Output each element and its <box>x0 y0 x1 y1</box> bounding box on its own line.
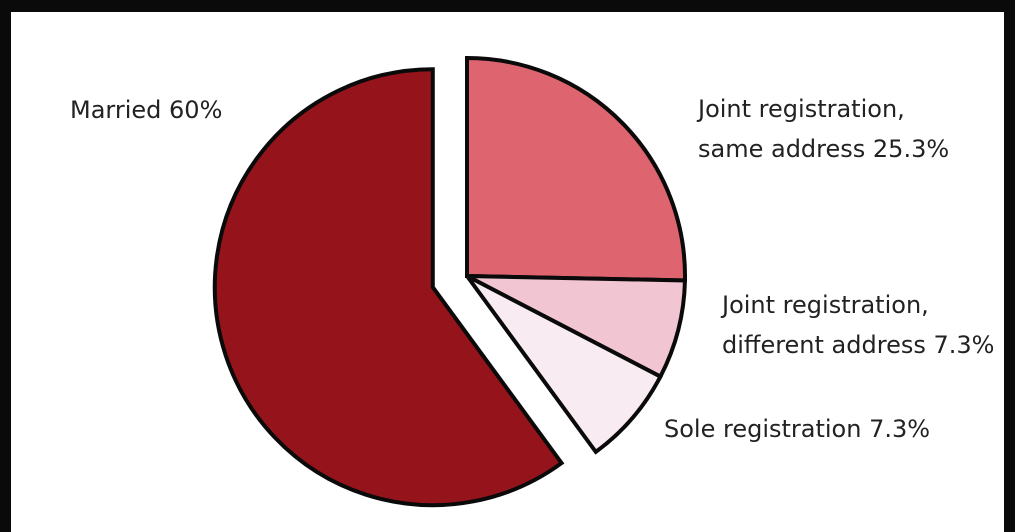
slice-label-3-line-0: Sole registration 7.3% <box>664 415 930 443</box>
slice-label-2-line-1: different address 7.3% <box>722 331 994 359</box>
slice-label-1-line-0: Joint registration, <box>696 95 905 123</box>
pie-slice-0 <box>212 67 565 508</box>
slice-label-1-line-1: same address 25.3% <box>698 135 949 163</box>
slice-label-2-line-0: Joint registration, <box>720 291 929 319</box>
pie-slice-3 <box>465 274 664 455</box>
slice-label-0-line-0: Married 60% <box>70 96 222 124</box>
pie-slice-1 <box>465 55 687 283</box>
